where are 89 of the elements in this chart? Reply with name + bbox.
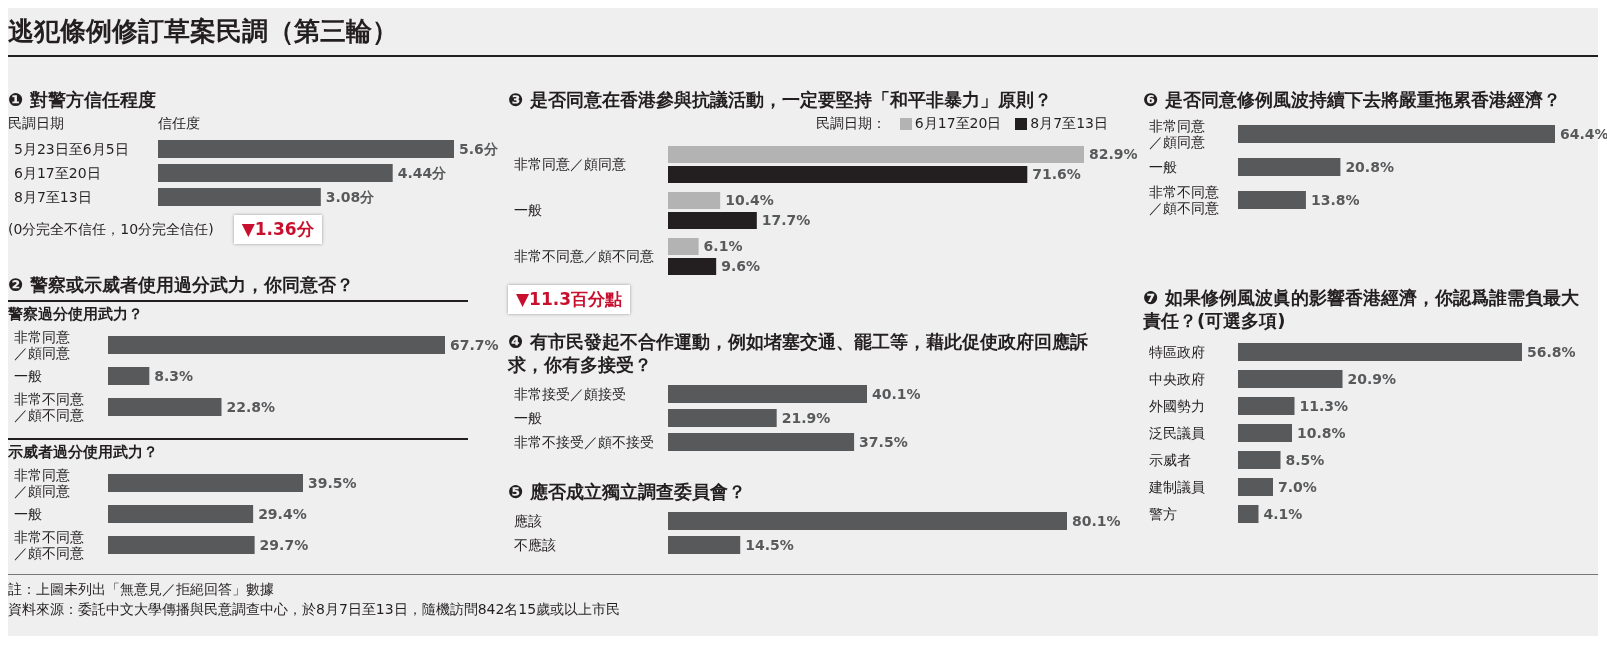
- y-tick-label: 非常不同意／頗不同意: [1149, 183, 1219, 216]
- data-label: 6.1%: [703, 238, 743, 255]
- bar: [1238, 370, 1343, 388]
- y-tick-label: 5月23日至6月5日: [14, 141, 129, 157]
- y-tick-label: 示威者: [1149, 451, 1191, 468]
- bar: [668, 258, 717, 275]
- data-label: 29.7%: [259, 536, 309, 553]
- source-note: 資料來源：委託中文大學傳播與民意調查中心，於8月7日至13日，隨機訪問842名15歲或以上市民: [8, 600, 622, 619]
- text: 逃犯條例修訂草案民調（第三輪）: [8, 14, 1598, 57]
- y-tick-label: 中央政府: [1149, 370, 1205, 387]
- data-label: 7.0%: [1278, 478, 1317, 495]
- data-label: 10.4%: [725, 192, 774, 209]
- data-label: 14.5%: [745, 536, 794, 553]
- data-label: 8.3%: [154, 367, 194, 384]
- data-label: 3.08分: [325, 188, 376, 205]
- chart-title: ❷ 警察或示威者使用過分武力，你同意否？: [8, 273, 355, 296]
- chart-subtitle: 警察過分使用武力？: [8, 300, 468, 324]
- chart-title: ❻ 是否同意修例風波持續下去將嚴重拖累香港經濟？: [1143, 88, 1562, 111]
- y-tick-label: 6月17至20日: [14, 165, 101, 181]
- data-label: 21.9%: [781, 409, 831, 426]
- y-tick-label: 非常接受／頗接受: [514, 386, 626, 402]
- bar: [668, 192, 721, 209]
- chart-title: ❼ 如果修例風波眞的影響香港經濟，你認爲誰需負最大責任？(可選多項): [1143, 286, 1580, 332]
- y-tick-label: 非常不同意／頗不同意: [14, 528, 84, 561]
- data-label: 11.3%: [1299, 397, 1349, 414]
- y-axis-title: 民調日期: [8, 115, 65, 133]
- bar: [668, 166, 1028, 183]
- data-label: 39.5%: [308, 474, 357, 491]
- data-label: 67.7%: [450, 336, 499, 353]
- x-axis-title: 信任度: [158, 115, 200, 133]
- legend-label: 8月7至13日: [1029, 115, 1108, 133]
- text: ▼1.36分: [233, 215, 322, 244]
- data-label: 20.8%: [1345, 158, 1394, 175]
- text: ▼11.3百分點: [508, 285, 631, 314]
- legend-label: 6月17至20日: [913, 115, 1002, 133]
- bar: [668, 238, 699, 255]
- bar: [1238, 343, 1522, 361]
- y-tick-label: 非常同意／頗同意: [14, 466, 70, 499]
- data-label: 4.44分: [397, 164, 448, 181]
- chart-title: ❹ 有市民發起不合作運動，例如堵塞交通、罷工等，藉此促使政府回應訴求，你有多接受？: [508, 330, 1089, 376]
- bar: [1238, 424, 1292, 442]
- y-tick-label: 一般: [14, 367, 42, 384]
- y-tick-label: 非常不同意／頗不同意: [514, 248, 654, 264]
- y-tick-label: 特區政府: [1149, 343, 1205, 360]
- legend-title: 民調日期：: [815, 115, 886, 133]
- data-label: 82.9%: [1089, 146, 1138, 163]
- y-tick-label: 一般: [514, 410, 542, 426]
- text: 註：上圖未列出「無意見／拒絕回答」數據: [8, 580, 275, 599]
- data-label: 13.8%: [1310, 191, 1360, 208]
- bar: [1238, 397, 1295, 415]
- data-label: 8.5%: [1285, 451, 1325, 468]
- text: (0分完全不信任，10分完全信任): [8, 220, 214, 239]
- y-tick-label: 8月7至13日: [14, 189, 92, 205]
- y-tick-label: 非常不接受／頗不接受: [514, 434, 654, 450]
- bar: [1238, 451, 1281, 469]
- data-label: 80.1%: [1072, 512, 1121, 529]
- bar: [668, 212, 757, 229]
- y-tick-label: 警方: [1149, 505, 1177, 522]
- chart-title: ❸ 是否同意在香港參與抗議活動，一定要堅持「和平非暴力」原則？: [508, 88, 1053, 111]
- data-label: 20.9%: [1347, 370, 1397, 387]
- data-label: 4.1%: [1263, 505, 1303, 522]
- chart-title: ❺ 應否成立獨立調查委員會？: [508, 480, 747, 503]
- chart-title: ❶ 對警方信任程度: [8, 88, 157, 111]
- y-tick-label: 非常同意／頗同意: [1149, 117, 1205, 150]
- chart-subtitle: 示威者過分使用武力？: [8, 438, 468, 462]
- y-tick-label: 不應該: [514, 537, 556, 553]
- bar: [668, 146, 1084, 163]
- y-tick-label: 一般: [514, 202, 542, 218]
- y-tick-label: 非常同意／頗同意: [14, 328, 70, 361]
- y-tick-label: 泛民議員: [1149, 424, 1205, 441]
- bar: [1238, 505, 1259, 523]
- bar: [1238, 478, 1273, 496]
- data-label: 22.8%: [226, 398, 276, 415]
- data-label: 9.6%: [721, 258, 760, 275]
- data-label: 71.6%: [1032, 166, 1081, 183]
- y-tick-label: 一般: [14, 505, 42, 522]
- data-label: 10.8%: [1297, 424, 1346, 441]
- y-tick-label: 外國勢力: [1149, 397, 1205, 414]
- y-tick-label: 建制議員: [1148, 478, 1205, 495]
- data-label: 17.7%: [761, 212, 811, 229]
- y-tick-label: 非常不同意／頗不同意: [14, 390, 84, 423]
- y-tick-label: 應該: [514, 513, 542, 529]
- y-tick-label: 一般: [1149, 158, 1177, 175]
- data-label: 40.1%: [872, 385, 921, 402]
- data-label: 37.5%: [859, 433, 908, 450]
- data-label: 5.6分: [459, 140, 499, 157]
- data-label: 56.8%: [1527, 343, 1576, 360]
- y-tick-label: 非常同意／頗同意: [514, 156, 626, 172]
- data-label: 29.4%: [258, 505, 307, 522]
